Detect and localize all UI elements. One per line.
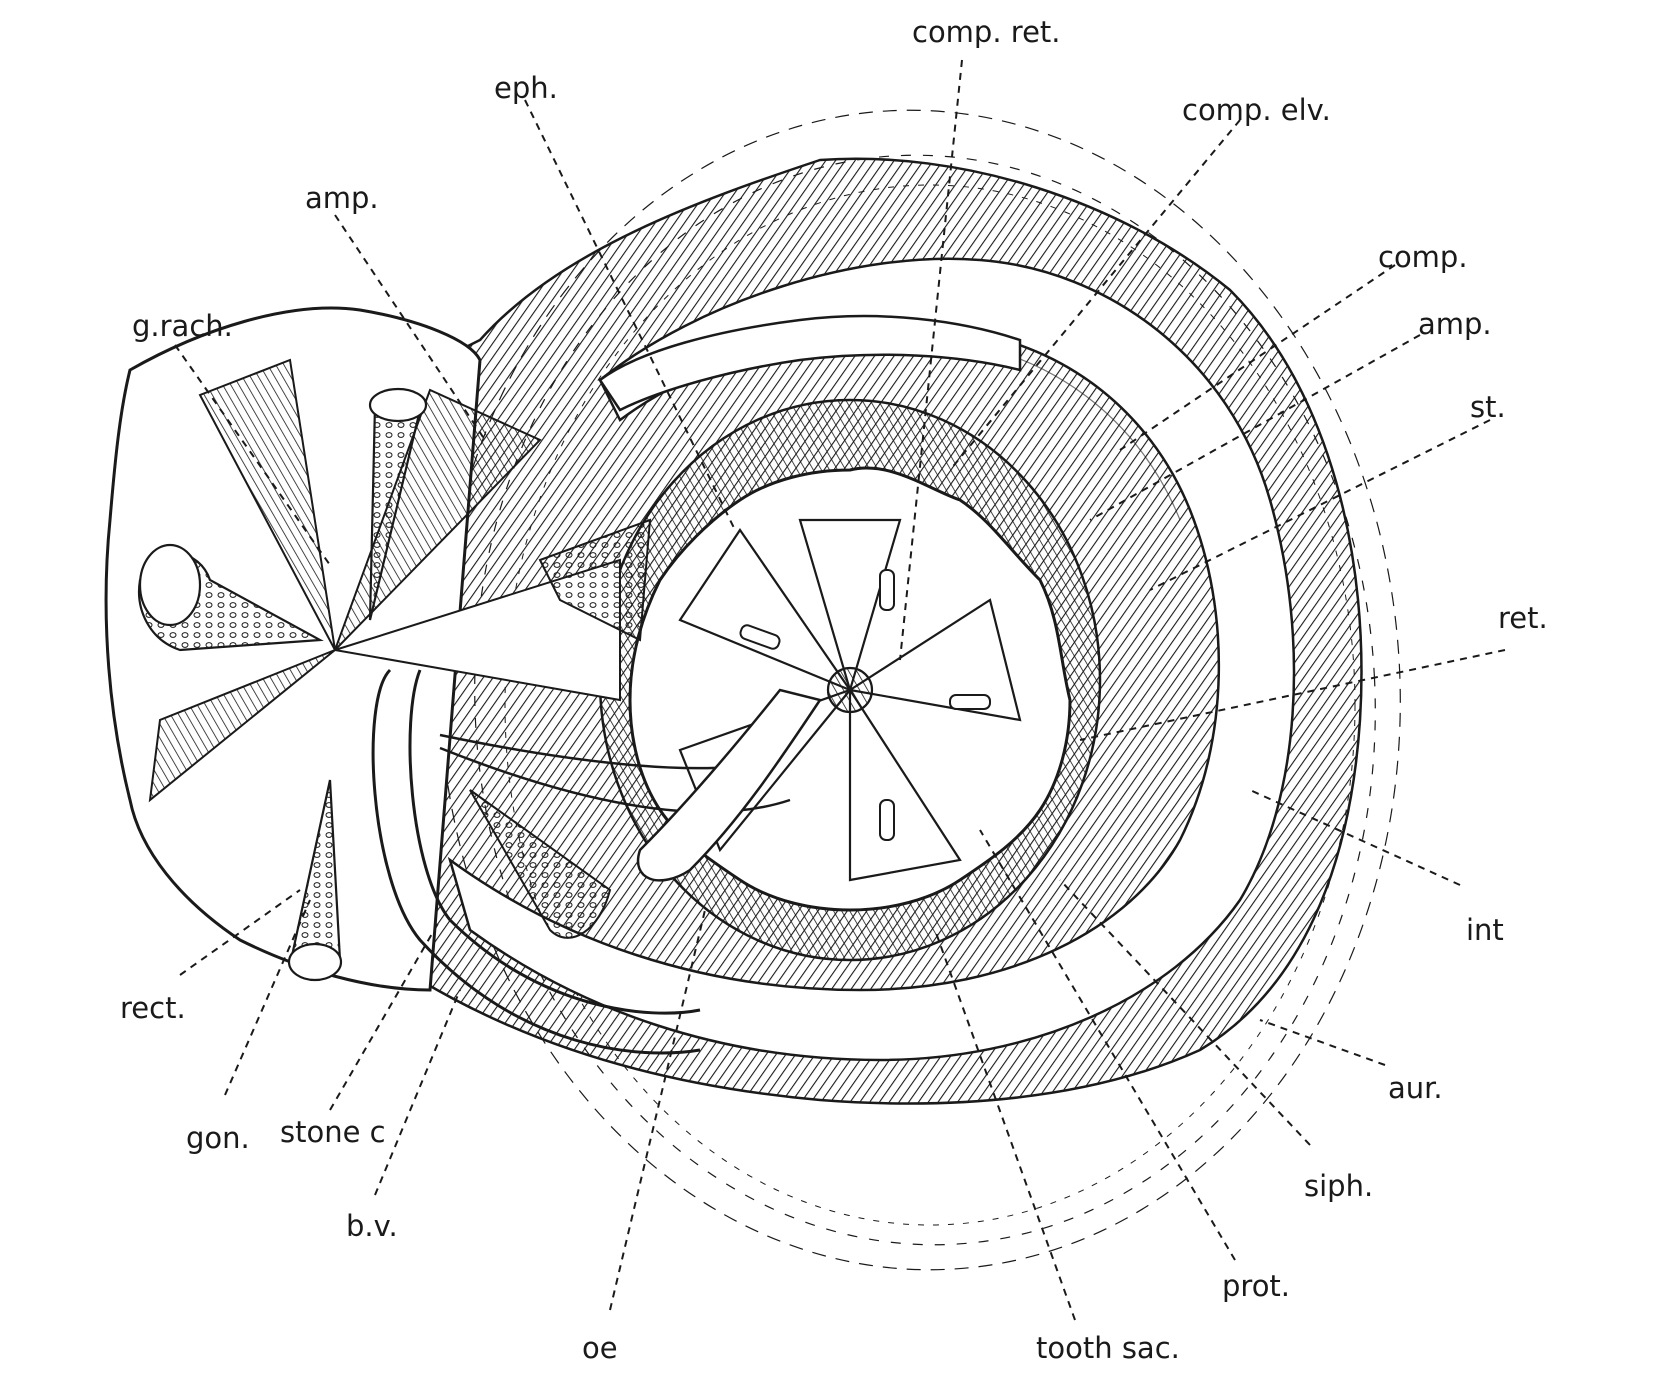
label-g-rach: g.rach. — [132, 309, 233, 343]
teeth — [739, 569, 991, 841]
label-stone-c: stone c — [280, 1115, 386, 1149]
label-st: st. — [1470, 390, 1506, 424]
intestine-band — [447, 257, 1296, 1062]
label-prot: prot. — [1222, 1269, 1291, 1303]
label-siph: siph. — [1304, 1169, 1374, 1203]
label-amp-left: amp. — [305, 181, 379, 215]
label-tooth-sac: tooth sac. — [1036, 1331, 1180, 1365]
label-aur: aur. — [1388, 1071, 1443, 1105]
leader-gon — [224, 899, 311, 1096]
label-amp-right: amp. — [1418, 307, 1492, 341]
lantern-pyramids — [678, 518, 1022, 882]
leader-amp-right — [1089, 334, 1421, 521]
label-comp-elv: comp. elv. — [1182, 93, 1331, 127]
label-b-v: b.v. — [346, 1209, 398, 1243]
label-oe: oe — [582, 1331, 618, 1365]
leader-lines — [174, 59, 1506, 1321]
leader-tooth-sac — [934, 929, 1076, 1321]
leader-siph — [1059, 879, 1311, 1146]
leader-comp-ret — [899, 59, 963, 661]
label-ret: ret. — [1498, 601, 1548, 635]
label-gon: gon. — [186, 1121, 250, 1155]
label-comp-ret: comp. ret. — [912, 15, 1061, 49]
leader-aur — [1259, 1019, 1386, 1066]
leader-st — [1149, 419, 1491, 591]
gonads — [137, 387, 652, 982]
leader-oe — [609, 909, 706, 1311]
ambulacra — [148, 358, 621, 803]
upper-tube — [598, 314, 1022, 412]
leader-rect — [179, 889, 301, 976]
leader-eph — [524, 99, 736, 531]
leader-amp-left — [334, 214, 486, 441]
label-int: int — [1466, 913, 1504, 947]
leader-g-rach — [174, 344, 331, 566]
leader-prot — [979, 829, 1236, 1261]
leader-comp — [1119, 264, 1396, 451]
label-rect: rect. — [120, 991, 186, 1025]
leader-comp-elv — [949, 119, 1241, 471]
leader-b-v — [374, 989, 461, 1196]
esophagus — [371, 668, 823, 1055]
leader-stone-c — [329, 919, 441, 1111]
label-eph: eph. — [494, 71, 558, 105]
label-comp: comp. — [1378, 240, 1468, 274]
